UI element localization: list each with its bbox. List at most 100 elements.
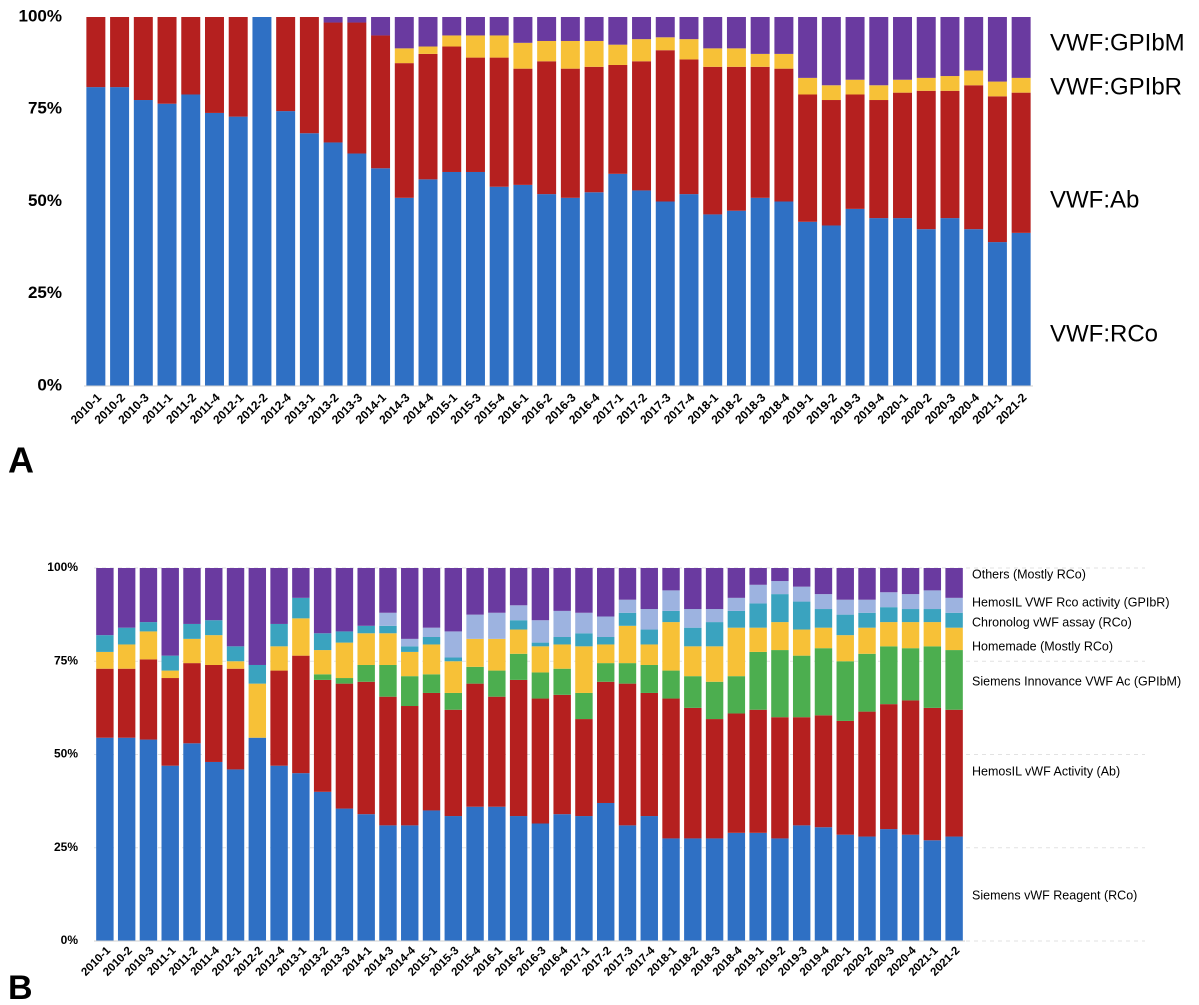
- bar-segment: [161, 655, 179, 671]
- bar-segment: [727, 676, 746, 714]
- bar-segment: [276, 17, 296, 112]
- bar-segment: [379, 696, 397, 826]
- y-tick-label: 0%: [61, 933, 79, 947]
- bar-segment: [750, 197, 770, 386]
- bar-segment: [705, 646, 724, 682]
- bar-segment: [584, 192, 604, 386]
- bar-segment: [488, 612, 506, 639]
- bar-segment: [96, 568, 114, 636]
- bar-segment: [858, 612, 876, 628]
- bar-segment: [940, 17, 960, 77]
- bar-segment: [597, 681, 615, 803]
- bar-segment: [226, 568, 245, 647]
- bar-segment: [705, 681, 724, 720]
- bar-segment: [901, 568, 920, 595]
- bar-segment: [618, 568, 637, 600]
- bar-segment: [821, 100, 841, 226]
- bar-segment: [923, 646, 942, 708]
- bar-segment: [117, 644, 136, 669]
- bar-segment: [726, 210, 746, 386]
- bar-segment: [335, 631, 354, 643]
- bar-segment: [792, 601, 811, 630]
- bar-segment: [703, 48, 723, 67]
- bar-segment: [418, 17, 438, 47]
- bar-segment: [608, 17, 628, 45]
- bar-segment: [205, 568, 223, 621]
- bar-segment: [869, 218, 889, 386]
- bar-segment: [553, 814, 571, 941]
- bar-segment: [401, 568, 419, 639]
- y-tick-label: 50%: [28, 191, 62, 210]
- bar-segment: [727, 597, 746, 611]
- legend-label: VWF:Ab: [1050, 186, 1139, 213]
- y-tick-label: 25%: [54, 840, 78, 854]
- bar-segment: [771, 594, 789, 623]
- bar-segment: [560, 40, 580, 69]
- bar-segment: [640, 664, 658, 693]
- bar-segment: [139, 659, 158, 740]
- bar-segment: [845, 79, 865, 95]
- bar-segment: [703, 214, 723, 386]
- bar-segment: [509, 568, 528, 606]
- bar-segment: [133, 17, 153, 101]
- bar-segment: [987, 242, 1007, 386]
- bar-segment: [608, 64, 628, 174]
- legend-label: VWF:GPIbM: [1050, 29, 1185, 56]
- bar-segment: [792, 629, 811, 656]
- bar-segment: [945, 612, 963, 628]
- bar-segment: [749, 584, 767, 604]
- bar-segment: [401, 825, 419, 941]
- bar-segment: [560, 197, 580, 386]
- bar-segment: [444, 661, 462, 693]
- bar-segment: [139, 622, 158, 632]
- bar-segment: [964, 70, 984, 86]
- bar-segment: [357, 681, 375, 815]
- bar-segment: [313, 633, 332, 651]
- bar-segment: [575, 719, 593, 817]
- bar-segment: [276, 111, 296, 386]
- bar-segment: [814, 568, 833, 595]
- bar-segment: [662, 838, 680, 941]
- bar-segment: [183, 663, 201, 744]
- y-tick-label: 100%: [47, 560, 78, 574]
- bar-segment: [161, 670, 179, 679]
- bar-segment: [394, 48, 414, 64]
- bar-segment: [705, 838, 724, 941]
- bar-segment: [821, 225, 841, 386]
- bar-segment: [509, 816, 528, 941]
- bar-segment: [655, 17, 675, 38]
- bar-segment: [880, 646, 898, 705]
- bar-segment: [489, 35, 509, 58]
- bar-segment: [313, 674, 332, 680]
- bar-segment: [584, 66, 604, 193]
- bar-segment: [371, 17, 391, 36]
- bar-segment: [96, 668, 114, 738]
- bar-segment: [880, 568, 898, 593]
- bar-segment: [869, 17, 889, 86]
- bar-segment: [335, 683, 354, 809]
- bar-segment: [347, 153, 367, 386]
- bar-segment: [531, 646, 550, 673]
- bar-segment: [139, 568, 158, 623]
- bar-segment: [814, 827, 833, 941]
- bar-segment: [157, 103, 177, 386]
- bar-segment: [749, 568, 767, 585]
- bar-segment: [204, 112, 224, 386]
- bar-segment: [347, 17, 367, 23]
- bar-segment: [394, 197, 414, 386]
- bar-segment: [270, 765, 288, 941]
- bar-segment: [465, 57, 485, 172]
- bar-segment: [117, 668, 136, 738]
- bar-segment: [357, 664, 375, 682]
- bar-segment: [655, 37, 675, 51]
- bar-segment: [531, 823, 550, 941]
- bar-segment: [923, 840, 942, 941]
- bar-segment: [444, 631, 462, 658]
- bar-segment: [442, 35, 462, 47]
- bar-segment: [248, 664, 267, 684]
- bar-segment: [1011, 232, 1031, 386]
- bar-segment: [836, 614, 854, 636]
- bar-segment: [749, 651, 767, 710]
- bar-segment: [531, 620, 550, 643]
- bar-segment: [465, 171, 485, 386]
